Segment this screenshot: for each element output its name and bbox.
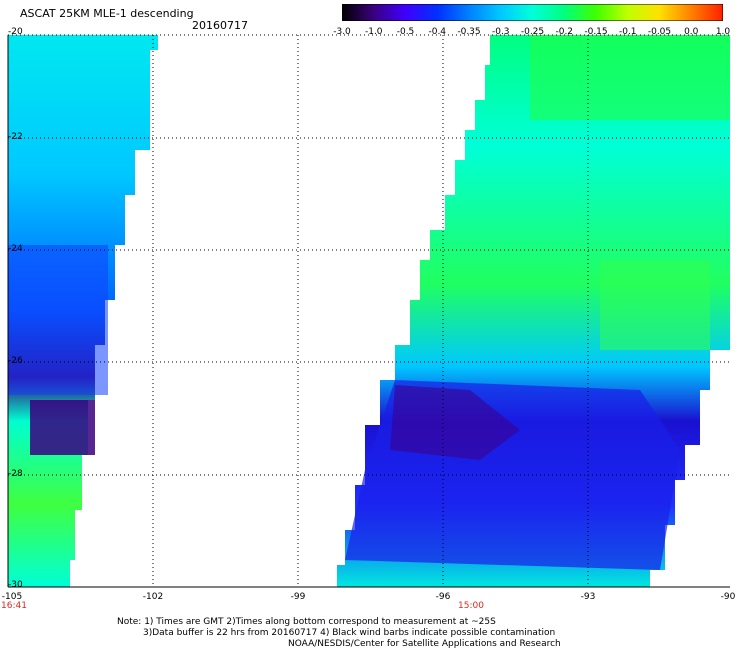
left-swath-purple-patch xyxy=(30,400,95,455)
lat-label: -20 xyxy=(8,27,23,37)
time-label: 16:41 xyxy=(1,601,27,611)
colorbar-gradient xyxy=(342,4,723,21)
time-label: 15:00 xyxy=(458,601,484,611)
lat-label: -24 xyxy=(8,244,23,254)
map-date: 20160717 xyxy=(192,19,248,32)
colorbar-tick-label: -0.05 xyxy=(647,27,672,37)
lat-label: -30 xyxy=(8,580,23,590)
colorbar-tick-label: -0.5 xyxy=(396,27,415,37)
map-title: ASCAT 25KM MLE-1 descending xyxy=(20,7,194,20)
lon-label: -93 xyxy=(580,592,596,602)
colorbar-tick-label: -3.0 xyxy=(333,27,351,37)
lat-label: -28 xyxy=(8,469,23,479)
lat-label: -26 xyxy=(8,356,23,366)
note-line-1: Note: 1) Times are GMT 2)Times along bot… xyxy=(117,617,496,627)
colorbar-tick-label: 0.0 xyxy=(684,27,699,37)
colorbar-tick-label: -0.15 xyxy=(584,27,608,37)
colorbar-tick-label: -0.35 xyxy=(457,27,481,37)
lat-label: -22 xyxy=(8,132,23,142)
colorbar-tick-label: -0.3 xyxy=(491,27,510,37)
colorbar-tick-label: -0.2 xyxy=(555,27,574,37)
colorbar-tick-label: 1.0 xyxy=(715,27,731,37)
colorbar xyxy=(342,4,723,21)
note-line-3: NOAA/NESDIS/Center for Satellite Applica… xyxy=(288,639,561,649)
right-swath-green-patch-top xyxy=(530,35,730,120)
right-swath-green-patch-mid xyxy=(600,260,710,350)
lon-label: -99 xyxy=(290,592,306,602)
lon-label: -96 xyxy=(435,592,451,602)
colorbar-tick-label: -0.4 xyxy=(428,27,447,37)
colorbar-tick-label: -0.25 xyxy=(520,27,545,37)
lon-label: -105 xyxy=(1,592,23,602)
right-swath-purple-region xyxy=(390,385,520,460)
colorbar-tick-label: -0.1 xyxy=(618,27,637,37)
lon-label: -102 xyxy=(142,592,164,602)
left-swath-blue-patch xyxy=(8,245,108,395)
gridlines xyxy=(8,35,730,587)
colorbar-tick-label: -1.0 xyxy=(364,27,383,37)
note-line-2: 3)Data buffer is 22 hrs from 20160717 4)… xyxy=(143,628,556,638)
lon-label: -90 xyxy=(720,592,736,602)
map-frame xyxy=(7,34,730,588)
